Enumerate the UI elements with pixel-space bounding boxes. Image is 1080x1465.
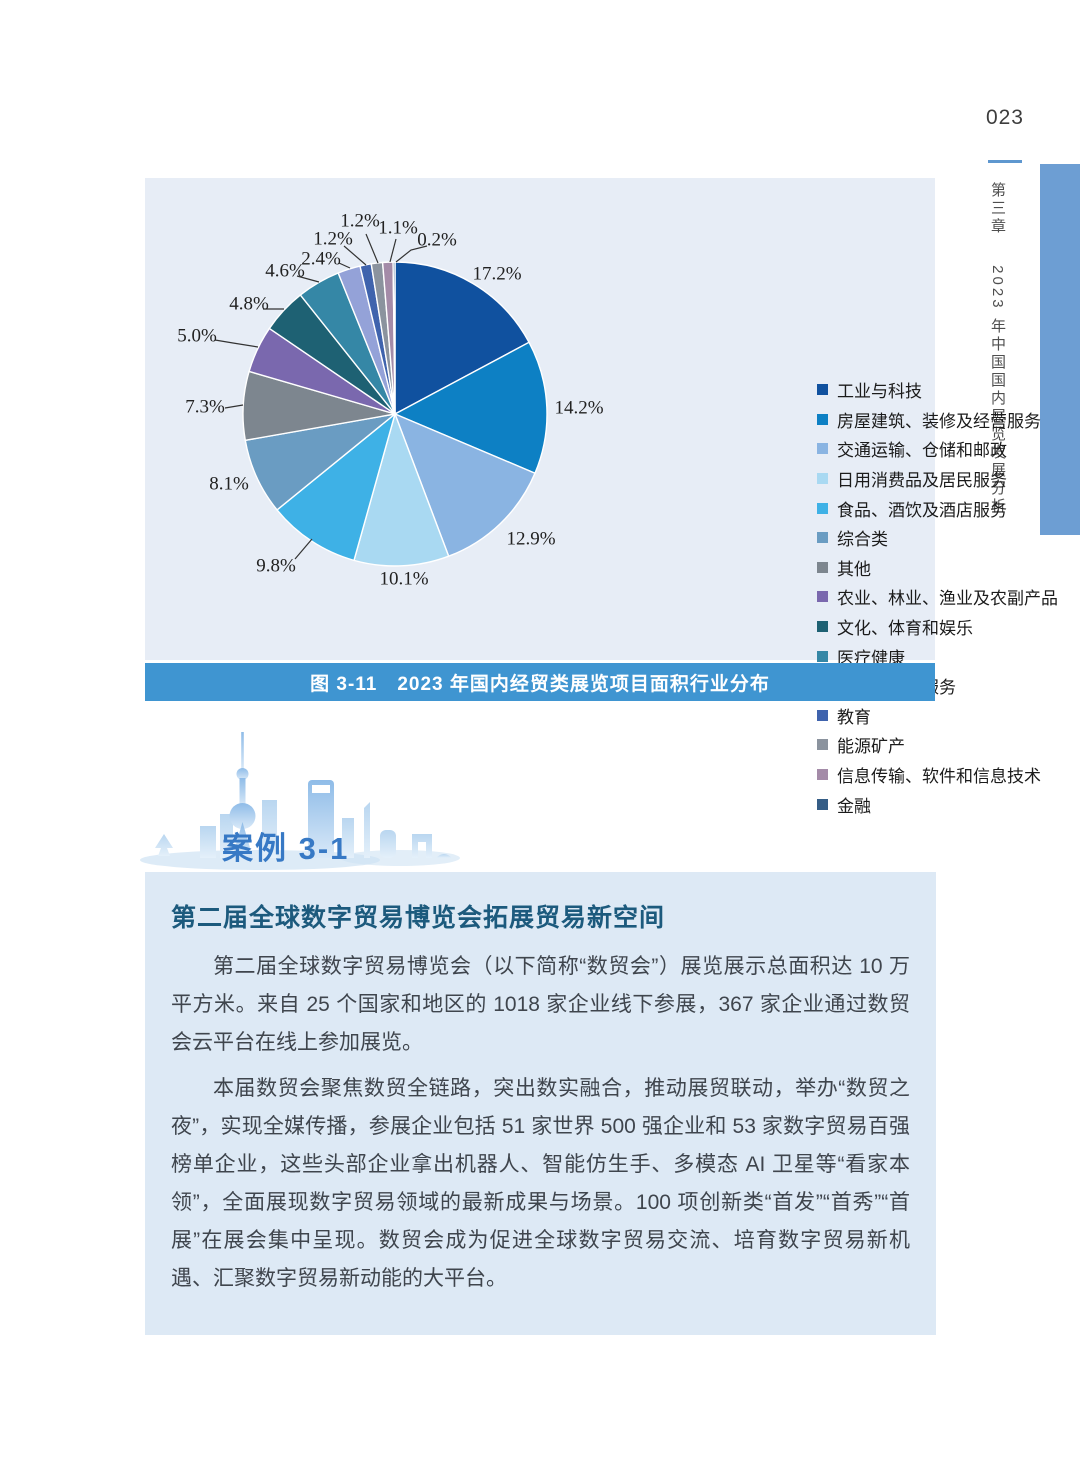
legend-label: 交通运输、仓储和邮政 xyxy=(837,441,1007,461)
legend-swatch xyxy=(817,591,828,603)
leader-line xyxy=(224,404,244,409)
legend-item: 医疗健康 xyxy=(817,641,1058,671)
legend-label: 综合类 xyxy=(837,530,888,550)
legend-swatch xyxy=(817,561,828,573)
pie-slice xyxy=(392,261,396,415)
page-number: 023 xyxy=(985,106,1024,129)
legend-item: 能源矿产 xyxy=(817,730,1058,760)
legend-swatch xyxy=(817,739,828,751)
pie-slice-value-label: 4.6% xyxy=(265,260,305,281)
legend-item: 其他 xyxy=(817,553,1058,583)
legend-swatch xyxy=(817,532,828,544)
leader-line xyxy=(395,245,428,263)
pie-slice-value-label: 4.8% xyxy=(229,293,269,314)
legend-item: 交通运输、仓储和邮政 xyxy=(817,434,1058,464)
pie-slice-value-label: 0.2% xyxy=(417,229,457,250)
legend-label: 日用消费品及居民服务 xyxy=(837,471,1007,491)
legend-item: 综合类 xyxy=(817,523,1058,553)
legend-label: 工业与科技 xyxy=(837,382,922,402)
pie-slice xyxy=(394,261,530,416)
legend-item: 食品、酒饮及酒店服务 xyxy=(817,493,1058,523)
pie-slice xyxy=(393,412,536,558)
legend-swatch xyxy=(817,769,828,781)
legend-item: 金融 xyxy=(817,789,1058,819)
leader-line xyxy=(365,233,379,264)
leader-line xyxy=(389,238,397,263)
case-study-box: 第二届全球数字贸易博览会拓展贸易新空间 第二届全球数字贸易博览会（以下简称“数贸… xyxy=(145,872,936,1335)
legend-label: 农业、林业、渔业及农副产品 xyxy=(837,589,1058,609)
legend-label: 金融 xyxy=(837,796,871,816)
pie-chart: 17.2% 14.2% 12.9% 10.1% 9.8% 8.1% 7.3% 5.0% 4.8%… xyxy=(177,210,604,589)
legend-label: 文化、体育和娱乐 xyxy=(837,619,973,639)
chart-legend: 工业与科技房屋建筑、装修及经营服务 交通运输、仓储和邮政 日用消费品及居民服务 食品、… xyxy=(817,375,1058,819)
pie-slice-value-label: 17.2% xyxy=(472,263,521,284)
leader-line xyxy=(294,538,313,560)
legend-item: 教育 xyxy=(817,701,1058,731)
legend-swatch xyxy=(817,384,828,396)
legend-swatch xyxy=(817,502,828,514)
pie-slice-value-label: 2.4% xyxy=(301,248,341,269)
legend-label: 医疗健康 xyxy=(837,648,905,668)
figure-caption: 图 3-11 2023 年国内经贸类展览项目面积行业分布 xyxy=(145,663,935,701)
sidebar-rule xyxy=(988,160,1022,163)
legend-swatch xyxy=(817,650,828,662)
legend-item: 农业、林业、渔业及农副产品 xyxy=(817,582,1058,612)
pie-slice-value-label: 5.0% xyxy=(177,325,217,346)
legend-label: 其他 xyxy=(837,559,871,579)
pie-slice-value-label: 10.1% xyxy=(379,568,428,589)
pie-slice-value-label: 1.1% xyxy=(378,217,418,238)
city-skyline-icon xyxy=(140,732,460,870)
pie-slice-value-label: 9.8% xyxy=(256,555,296,576)
leader-line xyxy=(343,245,367,266)
leader-line xyxy=(338,262,351,269)
sidebar-chapter: 第三章 xyxy=(989,182,1006,236)
legend-swatch xyxy=(817,798,828,810)
pie-slice-value-label: 14.2% xyxy=(554,397,603,418)
legend-item: 信息传输、软件和信息技术 xyxy=(817,760,1058,790)
legend-label: 教育 xyxy=(837,707,871,727)
legend-item: 房屋建筑、装修及经营服务 xyxy=(817,405,1058,435)
pie-slice xyxy=(276,412,397,562)
case-badge: 案例 3-1 xyxy=(140,722,460,874)
figure-3-11-chart-panel: 17.2% 14.2% 12.9% 10.1% 9.8% 8.1% 7.3% 5.0% 4.8%… xyxy=(145,178,1058,816)
legend-item: 日用消费品及居民服务 xyxy=(817,464,1058,494)
pie-slice-value-label: 1.2% xyxy=(340,210,380,231)
legend-swatch xyxy=(817,473,828,485)
legend-item: 工业与科技 xyxy=(817,375,1058,405)
legend-swatch xyxy=(817,443,828,455)
case-badge-label: 案例 3-1 xyxy=(222,831,350,866)
legend-label: 食品、酒饮及酒店服务 xyxy=(837,500,1007,520)
case-paragraph-1: 第二届全球数字贸易博览会（以下简称“数贸会”）展览展示总面积达 10 万平方米。… xyxy=(171,955,910,1054)
legend-item: 文化、体育和娱乐 xyxy=(817,612,1058,642)
sidebar-title: 2023 年中国国内展览发展分析 xyxy=(989,265,1006,516)
sidebar-accent-bar xyxy=(1040,164,1080,535)
pie-slice xyxy=(353,411,450,567)
legend-label: 能源矿产 xyxy=(837,737,905,757)
legend-label: 信息传输、软件和信息技术 xyxy=(837,767,1041,787)
pie-slice xyxy=(393,341,548,475)
case-paragraph-2: 本届数贸会聚焦数贸全链路，突出数实融合，推动展贸联动，举办“数贸之夜”，实现全媒… xyxy=(171,1077,910,1290)
legend-swatch xyxy=(817,621,828,633)
pie-slice-value-label: 12.9% xyxy=(506,528,555,549)
legend-swatch xyxy=(817,413,828,425)
sidebar-chapter-title: 第三章 2023 年中国国内展览发展分析 xyxy=(989,182,1006,542)
pie-slice-value-label: 8.1% xyxy=(209,473,249,494)
leader-line xyxy=(214,339,259,348)
legend-swatch xyxy=(817,709,828,721)
pie-slice-value-label: 1.2% xyxy=(313,228,353,249)
legend-label: 房屋建筑、装修及经营服务 xyxy=(837,411,1041,431)
pie-slice-value-label: 7.3% xyxy=(185,396,225,417)
case-title: 第二届全球数字贸易博览会拓展贸易新空间 xyxy=(171,905,666,932)
leader-line xyxy=(296,275,320,283)
